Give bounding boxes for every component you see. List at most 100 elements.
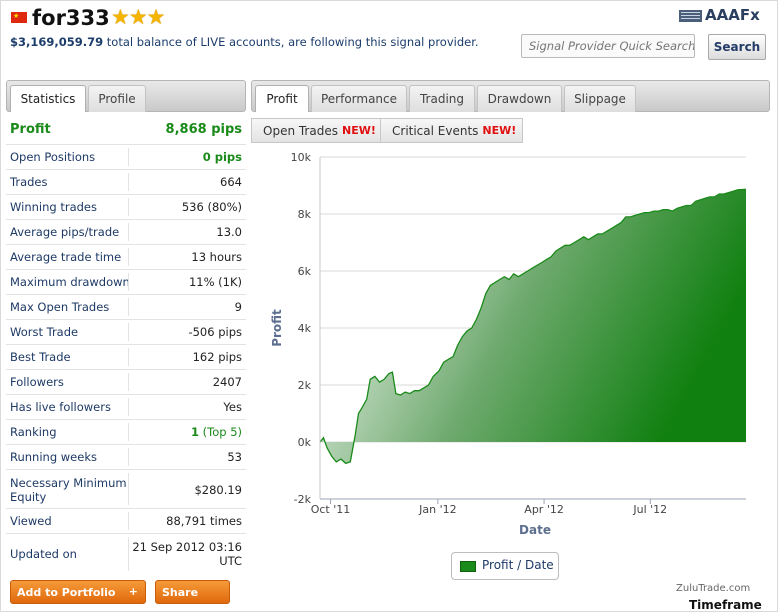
- stat-row-best-trade: Best Trade 162 pips: [6, 345, 246, 370]
- stat-value: 162 pips: [192, 350, 242, 364]
- x-tick-label: Apr '12: [524, 503, 564, 516]
- stat-value: -506 pips: [188, 325, 242, 339]
- x-tick-label: Jul '12: [632, 503, 667, 516]
- y-tick-label: 6k: [298, 265, 312, 278]
- stat-label: Ranking: [10, 425, 57, 439]
- stat-row-max-open-trades: Max Open Trades 9: [6, 295, 246, 320]
- profit-chart: -2k 0k 2k 4k 6k 8k 10k Oct '11 Jan '12 Apr '12 Jul…: [270, 151, 747, 537]
- stat-value: 9: [234, 300, 242, 314]
- stat-row-min-equity: Necessary Minimum Equity $280.19: [6, 470, 246, 509]
- subtab-critical-events[interactable]: Critical Events NEW!: [380, 118, 523, 143]
- add-to-portfolio-button[interactable]: Add to Portfolio +: [10, 580, 146, 604]
- tab-trading[interactable]: Trading: [409, 85, 475, 112]
- stat-label: Followers: [10, 375, 64, 389]
- stat-row-followers: Followers 2407: [6, 370, 246, 395]
- share-button[interactable]: Share: [155, 580, 230, 604]
- stat-row-average-trade-time: Average trade time 13 hours: [6, 245, 246, 270]
- profit-line: [319, 188, 747, 465]
- stat-value: 2407: [212, 375, 242, 389]
- profit-area: [320, 189, 746, 464]
- broker-logo-icon: [679, 10, 702, 22]
- stat-value: 1 (Top 5): [191, 425, 242, 439]
- ranking-number: 1: [190, 425, 199, 439]
- stat-label: Profit: [10, 122, 51, 137]
- tab-slippage[interactable]: Slippage: [564, 85, 636, 112]
- stat-label: Trades: [10, 175, 48, 189]
- stat-row-trades: Trades 664: [6, 170, 246, 195]
- x-axis-label: Date: [519, 523, 551, 537]
- stat-value: $280.19: [194, 483, 242, 497]
- search-button[interactable]: Search: [708, 34, 766, 60]
- stat-value: 11% (1K): [188, 275, 242, 289]
- y-tick-label: -2k: [294, 493, 312, 506]
- stat-value: 13 hours: [191, 250, 242, 264]
- legend-swatch: [460, 561, 476, 572]
- stat-row-running-weeks: Running weeks 53: [6, 445, 246, 470]
- tab-performance[interactable]: Performance: [311, 85, 407, 112]
- y-tick-label: 2k: [298, 379, 312, 392]
- new-badge: NEW!: [341, 124, 376, 137]
- y-tick-label: 0k: [298, 436, 312, 449]
- stat-label: Running weeks: [10, 450, 97, 464]
- stat-label: Maximum drawdown: [10, 275, 130, 289]
- china-flag-icon: ★: [11, 12, 27, 23]
- add-to-portfolio-label: Add to Portfolio: [17, 585, 116, 599]
- y-axis-label: Profit: [270, 309, 284, 347]
- stat-row-live-followers: Has live followers Yes: [6, 395, 246, 420]
- stat-row-average-pips: Average pips/trade 13.0: [6, 220, 246, 245]
- stat-value: 53: [227, 450, 242, 464]
- balance-amount: $3,169,059.79: [10, 35, 104, 49]
- chart-legend[interactable]: Profit / Date: [451, 552, 559, 580]
- stat-value: 664: [220, 175, 242, 189]
- stat-label: Average pips/trade: [10, 225, 120, 239]
- stat-label: Open Positions: [10, 150, 96, 164]
- y-tick-label: 8k: [298, 208, 312, 221]
- stat-label: Max Open Trades: [10, 300, 110, 314]
- x-tick-label: Oct '11: [311, 503, 351, 516]
- stat-label: Necessary Minimum Equity: [10, 476, 127, 504]
- stat-row-viewed: Viewed 88,791 times: [6, 509, 246, 534]
- subtab-open-trades[interactable]: Open Trades NEW!: [251, 118, 381, 143]
- stat-value: 0 pips: [202, 150, 242, 164]
- stat-label: Updated on: [10, 547, 77, 561]
- stat-row-open-positions: Open Positions 0 pips: [6, 145, 246, 170]
- search-input[interactable]: [521, 34, 695, 58]
- stat-row-worst-trade: Worst Trade -506 pips: [6, 320, 246, 345]
- stat-row-maximum-drawdown: Maximum drawdown 11% (1K): [6, 270, 246, 295]
- stat-label: Best Trade: [10, 350, 71, 364]
- stat-value: 536 (80%): [181, 200, 242, 214]
- stat-row-profit: Profit 8,868 pips: [6, 118, 246, 145]
- legend-label: Profit / Date: [482, 558, 554, 572]
- stat-row-winning-trades: Winning trades 536 (80%): [6, 195, 246, 220]
- x-tick-label: Jan '12: [418, 503, 456, 516]
- new-badge: NEW!: [482, 124, 517, 137]
- subtab-critical-events-label: Critical Events: [392, 123, 479, 138]
- y-tick-label: 4k: [298, 322, 312, 335]
- stat-label: Has live followers: [10, 400, 111, 414]
- timeframe-label: Timeframe: [689, 598, 762, 612]
- stat-label: Worst Trade: [10, 325, 79, 339]
- stat-label: Winning trades: [10, 200, 97, 214]
- stat-row-updated-on: Updated on 21 Sep 2012 03:16 UTC: [6, 534, 246, 574]
- tab-profile[interactable]: Profile: [88, 85, 146, 112]
- ranking-top: (Top 5): [202, 425, 242, 439]
- stat-value: 88,791 times: [166, 514, 242, 528]
- subtab-open-trades-label: Open Trades: [263, 123, 338, 138]
- stat-value: 8,868 pips: [165, 122, 242, 137]
- stat-value: 21 Sep 2012 03:16 UTC: [132, 540, 242, 568]
- stat-value: Yes: [223, 400, 242, 414]
- y-tick-label: 10k: [291, 151, 312, 164]
- provider-name: for333: [32, 6, 110, 30]
- right-tab-bar: Profit Performance Trading Drawdown Slip…: [251, 80, 770, 112]
- balance-description: total balance of LIVE accounts, are foll…: [106, 35, 479, 49]
- stat-label: Average trade time: [10, 250, 122, 264]
- broker-logo-text: AAAFx: [705, 6, 760, 24]
- rating-stars-icon: ★★★: [111, 5, 165, 29]
- tab-statistics[interactable]: Statistics: [10, 85, 86, 112]
- balance-line: $3,169,059.79 total balance of LIVE acco…: [10, 35, 479, 49]
- plus-icon: +: [128, 585, 138, 598]
- stat-row-ranking: Ranking 1 (Top 5): [6, 420, 246, 445]
- tab-profit[interactable]: Profit: [255, 85, 309, 112]
- stat-value: 13.0: [216, 225, 242, 239]
- tab-drawdown[interactable]: Drawdown: [477, 85, 562, 112]
